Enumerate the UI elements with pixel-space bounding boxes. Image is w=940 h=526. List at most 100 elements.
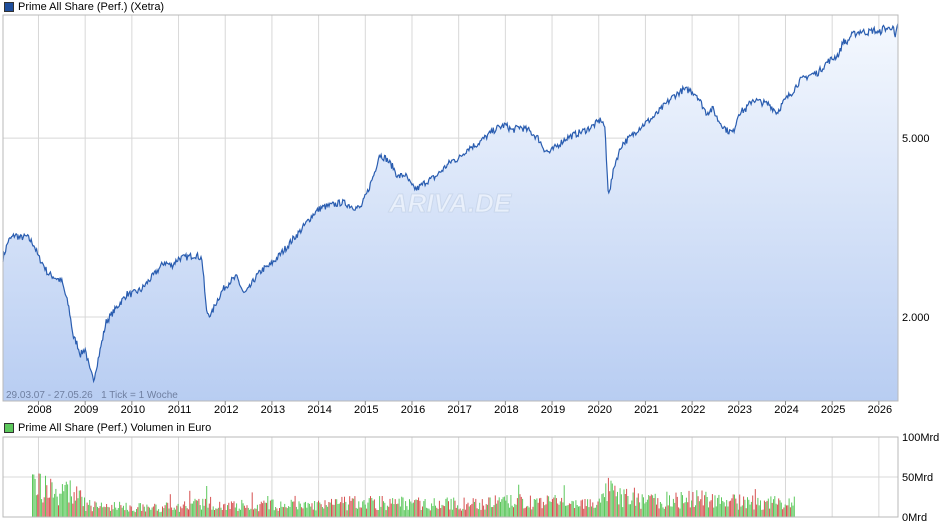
- volume-bar-387: [535, 499, 537, 517]
- volume-bar-129: [199, 505, 201, 517]
- volume-bar-100: [162, 506, 163, 517]
- volume-bar-421: [579, 506, 581, 517]
- volume-bar-560: [760, 500, 761, 517]
- volume-bar-569: [771, 502, 773, 517]
- volume-bar-219: [316, 502, 318, 517]
- price-y-ticks: 5.000 2.000: [902, 133, 930, 324]
- volume-bar-147: [223, 504, 225, 517]
- volume-bar-93: [152, 506, 154, 517]
- volume-bar-418: [575, 500, 577, 517]
- volume-bar-196: [286, 508, 288, 517]
- volume-bar-393: [542, 501, 544, 517]
- volume-bar-442: [606, 501, 608, 517]
- volume-bar-40: [84, 497, 85, 517]
- volume-bar-2: [34, 478, 36, 517]
- volume-bar-580: [786, 505, 787, 517]
- volume-bar-352: [489, 497, 491, 517]
- volume-bar-430: [591, 506, 592, 517]
- volume-bar-228: [328, 502, 330, 517]
- volume-bar-75: [129, 505, 131, 517]
- volume-bar-190: [279, 508, 280, 517]
- volume-bar-405: [558, 504, 560, 517]
- volume-bar-503: [685, 497, 687, 517]
- volume-bar-234: [336, 499, 338, 517]
- volume-bar-275: [389, 498, 391, 517]
- volume-bar-403: [555, 498, 557, 517]
- volume-bar-565: [766, 500, 768, 517]
- volume-bar-366: [507, 503, 509, 517]
- volume-bar-557: [756, 504, 758, 517]
- volume-bar-3: [35, 495, 37, 517]
- volume-bar-426: [585, 506, 587, 517]
- volume-bar-272: [385, 510, 387, 517]
- volume-bar-205: [298, 501, 300, 517]
- volume-bar-211: [306, 507, 308, 517]
- volume-bar-290: [409, 499, 410, 517]
- volume-bar-55: [103, 506, 105, 517]
- volume-bar-511: [696, 490, 698, 517]
- volume-bar-152: [229, 509, 231, 517]
- volume-bar-109: [173, 507, 175, 517]
- volume-bar-516: [702, 505, 704, 517]
- volume-bar-436: [598, 498, 600, 517]
- volume-bar-62: [112, 509, 114, 517]
- volume-bar-408: [562, 502, 564, 517]
- volume-bar-563: [763, 500, 765, 517]
- volume-bar-162: [242, 503, 244, 517]
- volume-bar-296: [416, 500, 418, 517]
- volume-bar-61: [111, 504, 113, 517]
- x-tick-label-2026: 2026: [868, 404, 892, 416]
- volume-bar-82: [138, 503, 140, 517]
- volume-bar-279: [394, 499, 396, 517]
- volume-bar-117: [184, 501, 186, 517]
- volume-bar-363: [503, 496, 505, 517]
- vol-y-tick-label-100Mrd: 100Mrd: [902, 432, 939, 444]
- volume-bar-194: [284, 503, 286, 517]
- volume-bars: [32, 473, 795, 517]
- volume-bar-52: [99, 506, 101, 517]
- volume-bar-54: [102, 507, 104, 517]
- volume-bar-164: [245, 507, 247, 517]
- volume-frame: [2, 436, 899, 518]
- legend-volume-swatch: [4, 423, 14, 433]
- volume-bar-280: [396, 504, 397, 517]
- volume-bar-133: [204, 498, 206, 517]
- volume-bar-345: [480, 509, 482, 517]
- volume-bar-263: [373, 499, 375, 517]
- volume-bar-80: [136, 509, 137, 517]
- vol-y-tick-label-50Mrd: 50Mrd: [902, 472, 933, 484]
- volume-bar-500: [682, 495, 683, 517]
- volume-bar-256: [364, 504, 366, 517]
- volume-bar-329: [459, 508, 461, 517]
- volume-bar-308: [432, 506, 434, 517]
- volume-bar-153: [230, 501, 232, 517]
- volume-bar-297: [418, 497, 420, 517]
- volume-bar-157: [236, 503, 238, 517]
- volume-bar-12: [47, 497, 49, 517]
- volume-bar-394: [544, 505, 546, 517]
- volume-bar-276: [390, 503, 392, 517]
- volume-bar-18: [55, 488, 57, 517]
- volume-bar-412: [567, 505, 569, 517]
- volume-bar-322: [450, 498, 452, 517]
- volume-bar-46: [91, 511, 93, 517]
- volume-bar-210: [305, 501, 306, 517]
- legend-main: Prime All Share (Perf.) (Xetra): [4, 0, 164, 14]
- volume-bar-375: [519, 494, 521, 517]
- volume-bar-441: [605, 483, 607, 517]
- volume-bar-415: [571, 500, 573, 517]
- volume-bar-59: [108, 507, 110, 517]
- volume-bar-549: [745, 508, 747, 517]
- volume-bar-226: [325, 505, 327, 517]
- volume-bar-355: [493, 505, 495, 517]
- volume-bar-475: [649, 496, 651, 517]
- volume-bar-576: [780, 502, 782, 517]
- volume-bar-555: [753, 509, 755, 517]
- volume-bar-321: [449, 509, 451, 517]
- volume-bar-11: [46, 485, 48, 517]
- volume-bar-582: [788, 498, 790, 517]
- volume-bar-285: [402, 497, 404, 517]
- volume-bar-294: [414, 500, 416, 517]
- volume-bar-340: [474, 501, 475, 517]
